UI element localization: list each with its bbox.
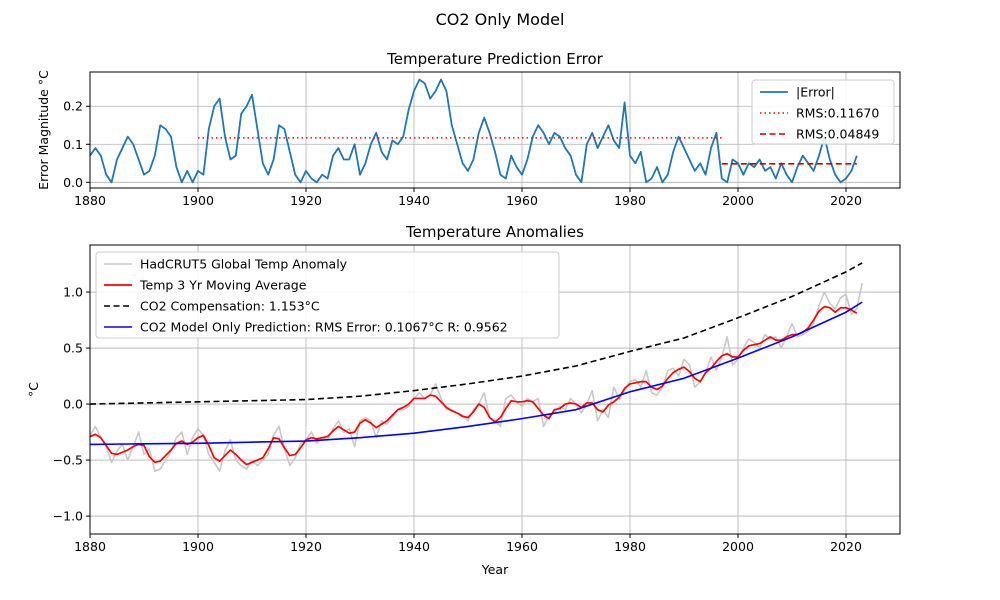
x-tick-label: 2020 xyxy=(830,539,862,554)
legend-label-0: HadCRUT5 Global Temp Anomaly xyxy=(140,257,348,272)
x-tick-label: 1960 xyxy=(506,193,538,208)
x-tick-label: 1900 xyxy=(182,539,214,554)
y-tick-label: 0.5 xyxy=(63,341,83,356)
axes-title: Temperature Anomalies xyxy=(405,223,584,241)
y-tick-label: 0.0 xyxy=(63,397,83,412)
x-tick-label: 1880 xyxy=(74,193,106,208)
axes-frame xyxy=(89,71,901,189)
x-tick-label: 1900 xyxy=(182,193,214,208)
anomaly-panel: 1880 1900 1920 1940 1960 1980 2000 2020 −1.0 −0.5… xyxy=(26,223,901,577)
legend-label-1: Temp 3 Yr Moving Average xyxy=(139,278,307,293)
x-tick-label: 1980 xyxy=(614,539,646,554)
x-tick-label: 2020 xyxy=(830,193,862,208)
x-tick-label: 1960 xyxy=(506,539,538,554)
y-axis-label: Error Magnitude °C xyxy=(36,70,51,190)
y-tick-label: 0.2 xyxy=(63,99,83,114)
x-tick-label: 1940 xyxy=(398,193,430,208)
series-line-1 xyxy=(90,305,858,466)
legend-label-2: CO2 Compensation: 1.153°C xyxy=(140,299,320,314)
y-axis-label: °C xyxy=(26,382,41,397)
x-tick-label: 1940 xyxy=(398,539,430,554)
plot-area xyxy=(90,262,863,473)
y-tick-label: 1.0 xyxy=(63,285,83,300)
legend: HadCRUT5 Global Temp Anomaly Temp 3 Yr Mo… xyxy=(95,251,560,339)
series-line-3 xyxy=(90,301,863,446)
series-line-0 xyxy=(90,78,858,184)
plot-area xyxy=(90,78,858,184)
legend-label-1: RMS:0.11670 xyxy=(796,106,879,121)
y-tick-label: 0.0 xyxy=(63,175,83,190)
figure-title: CO2 Only Model xyxy=(436,10,565,29)
x-axis-label: Year xyxy=(481,562,509,577)
axes-title: Temperature Prediction Error xyxy=(386,50,603,68)
legend-label-0: |Error| xyxy=(796,85,835,100)
error-panel: 1880 1900 1920 1940 1960 1980 2000 2020 0.0 0.1 0.… xyxy=(36,50,901,208)
series-line-2 xyxy=(90,262,863,405)
axes-frame xyxy=(89,244,901,535)
legend-box xyxy=(751,79,895,145)
legend-label-2: RMS:0.04849 xyxy=(796,127,879,142)
x-tick-label: 1980 xyxy=(614,193,646,208)
x-tick-label: 1920 xyxy=(290,539,322,554)
y-tick-label: 0.1 xyxy=(63,137,83,152)
x-tick-label: 1880 xyxy=(74,539,106,554)
legend-box xyxy=(95,251,560,339)
y-tick-label: −0.5 xyxy=(53,453,83,468)
legend-label-3: CO2 Model Only Prediction: RMS Error: 0.… xyxy=(140,320,508,335)
x-tick-label: 1920 xyxy=(290,193,322,208)
x-tick-label: 2000 xyxy=(722,193,754,208)
y-tick-label: −1.0 xyxy=(53,509,83,524)
x-tick-label: 2000 xyxy=(722,539,754,554)
legend: |Error| RMS:0.11670 RMS:0.04849 xyxy=(751,79,895,145)
